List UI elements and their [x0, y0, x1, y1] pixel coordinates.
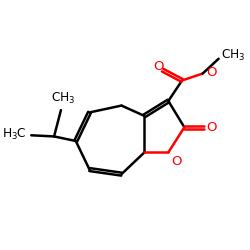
Text: O: O: [206, 66, 216, 79]
Text: CH$_3$: CH$_3$: [51, 90, 76, 106]
Text: CH$_3$: CH$_3$: [221, 48, 245, 63]
Text: H$_3$C: H$_3$C: [2, 126, 27, 142]
Text: O: O: [153, 60, 163, 73]
Text: O: O: [171, 155, 181, 168]
Text: O: O: [206, 121, 216, 134]
